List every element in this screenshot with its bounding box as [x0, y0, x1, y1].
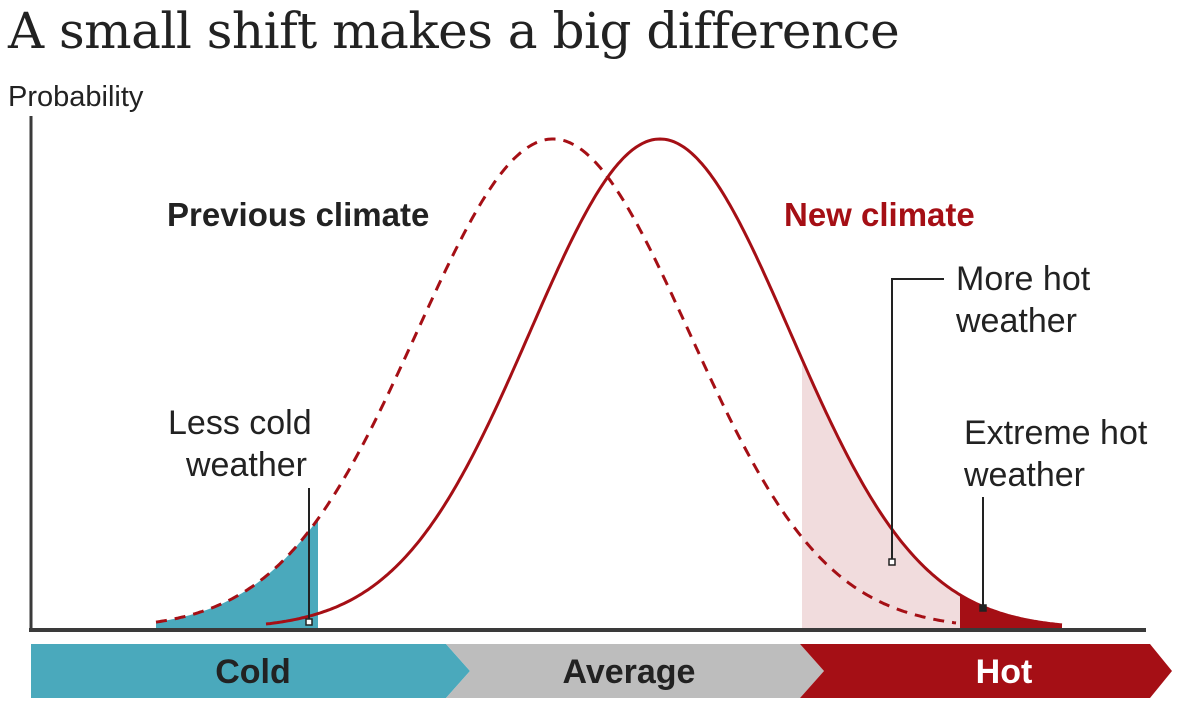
more-hot-shade: [802, 359, 960, 629]
average-band-label: Average: [563, 653, 696, 691]
cold-band: [31, 644, 470, 698]
cold-band-label: Cold: [215, 653, 291, 691]
average-band: [446, 644, 824, 698]
less-cold-shade: [156, 518, 318, 629]
hot-band: [800, 644, 1172, 698]
extreme-hot-shade: [960, 594, 1062, 629]
more-hot-marker: [888, 558, 896, 566]
hot-band-label: Hot: [976, 653, 1033, 691]
less-cold-label-line1: Less cold: [168, 404, 312, 442]
previous-climate-label: Previous climate: [167, 196, 429, 233]
extreme-hot-label-line2: weather: [963, 456, 1085, 494]
previous-climate-curve: [155, 137, 957, 625]
more-hot-label-line2: weather: [955, 302, 1077, 340]
chart-title: A small shift makes a big difference: [8, 2, 900, 60]
less-cold-label-line2: weather: [185, 446, 307, 484]
new-climate-curve: [265, 137, 1063, 627]
extreme-hot-marker: [979, 604, 987, 612]
y-axis-label: Probability: [8, 81, 144, 113]
more-hot-leader: [891, 278, 944, 560]
extreme-hot-label-line1: Extreme hot: [964, 414, 1148, 452]
less-cold-marker: [305, 618, 313, 626]
new-climate-label: New climate: [784, 196, 975, 233]
more-hot-label-line1: More hot: [956, 260, 1091, 298]
